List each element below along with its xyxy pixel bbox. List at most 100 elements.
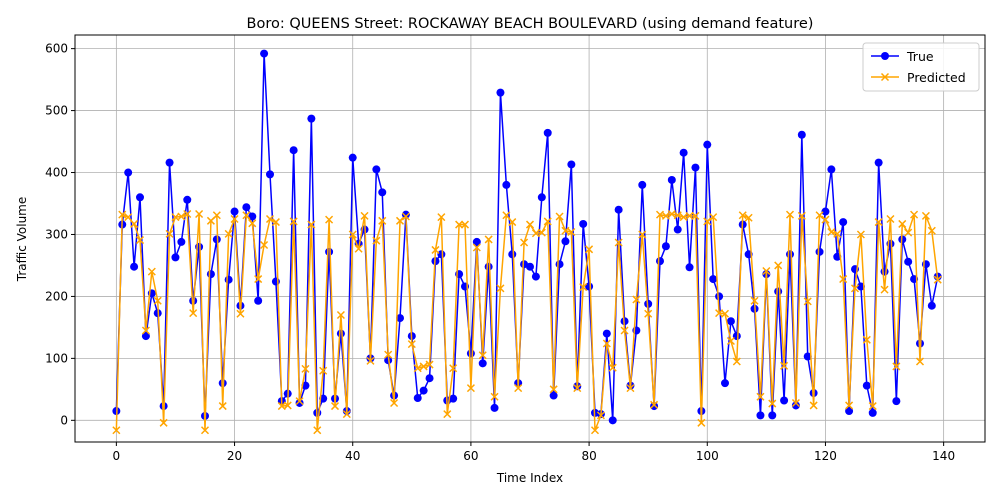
data-point-predicted	[514, 384, 523, 393]
data-point-true	[656, 257, 664, 266]
data-point-predicted	[189, 309, 198, 318]
data-point-true	[797, 130, 806, 139]
data-point-true	[821, 207, 830, 216]
data-point-predicted	[319, 366, 328, 375]
data-point-predicted	[673, 211, 682, 220]
data-point-predicted	[449, 364, 458, 373]
data-point-predicted	[561, 226, 570, 235]
data-point-predicted	[372, 236, 381, 245]
data-point-predicted	[141, 326, 150, 335]
legend-true-label: True	[906, 49, 934, 64]
y-tick-label: 100	[45, 351, 68, 365]
data-point-predicted	[750, 296, 759, 305]
y-tick-label: 500	[45, 104, 68, 118]
data-point-predicted	[738, 211, 747, 220]
data-point-true	[614, 205, 623, 214]
data-point-true	[709, 275, 718, 284]
legend-predicted-label: Predicted	[907, 70, 966, 85]
data-point-predicted	[697, 418, 706, 427]
data-point-true	[413, 394, 422, 403]
data-point-true	[791, 401, 800, 410]
data-point-predicted	[265, 214, 275, 224]
data-point-predicted	[165, 229, 174, 238]
data-point-true	[531, 272, 540, 281]
data-point-predicted	[366, 356, 375, 365]
data-point-true	[803, 352, 812, 361]
data-point-true	[567, 160, 576, 169]
data-point-true	[502, 180, 511, 189]
data-point-true	[526, 262, 534, 271]
data-point-predicted	[620, 326, 629, 335]
data-point-predicted	[762, 266, 771, 276]
data-point-true	[378, 188, 387, 197]
x-tick-label: 40	[345, 449, 360, 463]
data-point-true	[703, 140, 712, 149]
data-point-true	[815, 247, 824, 256]
data-point-true	[224, 275, 233, 284]
data-point-predicted	[744, 213, 753, 222]
data-point-true	[230, 207, 239, 216]
legend: True Predicted	[862, 42, 980, 92]
data-point-predicted	[573, 384, 582, 393]
data-point-predicted	[638, 230, 647, 239]
data-point-predicted	[307, 220, 316, 229]
data-point-true	[726, 317, 735, 326]
data-point-predicted	[685, 211, 694, 220]
data-point-predicted	[821, 215, 830, 224]
data-point-true	[880, 267, 889, 276]
data-point-predicted	[667, 209, 676, 219]
data-point-true	[667, 175, 676, 184]
data-point-predicted	[478, 351, 487, 360]
data-point-true	[650, 402, 659, 411]
data-point-predicted	[460, 220, 470, 229]
data-point-true	[295, 398, 304, 407]
data-point-predicted	[130, 219, 139, 228]
data-point-predicted	[614, 238, 623, 247]
data-point-true	[602, 329, 611, 338]
data-point-true	[183, 195, 192, 204]
data-point-true	[437, 250, 446, 259]
y-tick-label: 400	[45, 166, 68, 180]
data-point-predicted	[910, 210, 919, 219]
data-point-predicted	[602, 339, 611, 348]
x-tick-label: 80	[581, 449, 596, 463]
data-point-true	[827, 165, 836, 174]
data-point-true	[892, 397, 901, 406]
data-point-predicted	[785, 210, 795, 219]
data-point-predicted	[555, 212, 564, 221]
data-point-predicted	[159, 418, 168, 427]
data-point-predicted	[224, 229, 233, 238]
data-point-predicted	[484, 235, 493, 244]
data-point-predicted	[301, 364, 310, 373]
data-point-true	[721, 379, 729, 388]
data-point-true	[472, 237, 481, 246]
data-point-true	[372, 165, 381, 174]
data-point-true	[496, 88, 505, 97]
data-point-predicted	[774, 261, 783, 270]
axis-ticks: 0 20 40 60 80 100 120 140 0 100 200 300 400 500 600	[45, 42, 955, 463]
series-layer	[112, 49, 942, 435]
data-point-true	[165, 158, 174, 167]
data-point-true	[130, 262, 139, 271]
data-point-predicted	[803, 297, 812, 306]
data-point-true	[862, 381, 871, 390]
y-tick-label: 300	[45, 227, 68, 241]
data-point-predicted	[845, 401, 854, 410]
x-tick-label: 0	[113, 449, 121, 463]
data-point-predicted	[815, 211, 824, 220]
data-point-predicted	[768, 399, 777, 408]
data-point-true	[927, 301, 936, 310]
data-point-true	[904, 257, 913, 266]
data-point-predicted	[703, 217, 712, 226]
data-point-true	[508, 250, 517, 259]
data-point-true	[449, 394, 458, 403]
data-point-true	[254, 296, 263, 305]
data-point-predicted	[407, 340, 416, 349]
data-point-true	[638, 180, 647, 189]
data-point-predicted	[590, 426, 600, 435]
data-point-predicted	[632, 295, 641, 304]
data-point-predicted	[260, 240, 269, 250]
data-point-predicted	[650, 400, 659, 409]
data-point-predicted	[874, 218, 883, 227]
